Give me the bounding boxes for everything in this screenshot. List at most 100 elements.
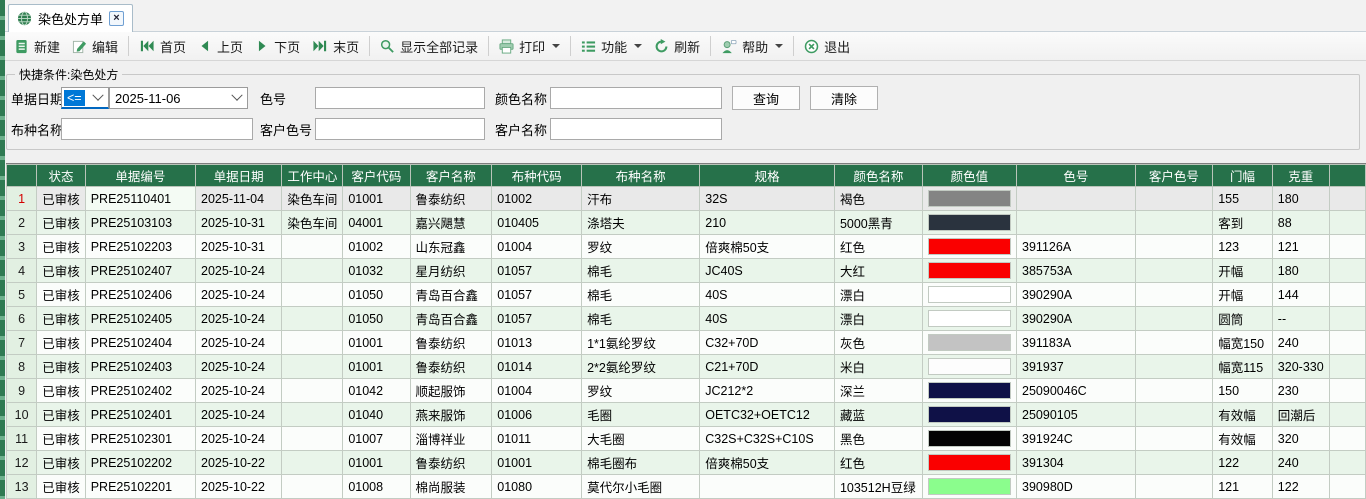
cell-spec[interactable]: 32S [699, 186, 835, 211]
cell-date[interactable]: 2025-10-24 [195, 282, 283, 307]
cell-color_no[interactable]: 385753A [1016, 258, 1136, 283]
column-header[interactable]: 状态 [36, 164, 86, 187]
cell-color_name[interactable]: 大红 [833, 258, 923, 283]
cell-fabric_code[interactable]: 01001 [491, 450, 583, 475]
cell-doc_no[interactable]: PRE25102301 [84, 426, 197, 451]
cell-cust_color_no[interactable] [1134, 258, 1214, 283]
table-row[interactable]: 1 已审核 PRE25110401 2025-11-04 染色车间 01001 鲁泰纺织 01… [6, 186, 1366, 211]
cell-fabric_code[interactable]: 01006 [491, 402, 583, 427]
cell-doc_no[interactable]: PRE25102202 [84, 450, 197, 475]
cell-cust_color_no[interactable] [1134, 282, 1214, 307]
cell-spec[interactable]: 40S [699, 282, 835, 307]
clear-button[interactable]: 清除 [810, 86, 878, 110]
cell-date[interactable]: 2025-10-22 [195, 474, 283, 499]
cell-color_no[interactable]: 391183A [1016, 330, 1136, 355]
column-header[interactable] [1328, 164, 1366, 187]
cell-status[interactable]: 已审核 [36, 330, 86, 355]
cell-fabric_name[interactable]: 棉毛 [581, 258, 701, 283]
table-row[interactable]: 5 已审核 PRE25102406 2025-10-24 01050 青岛百合鑫 01057… [6, 282, 1366, 307]
cell-color_name[interactable]: 103512H豆绿 [833, 474, 923, 499]
cell-fabric_name[interactable]: 汗布 [581, 186, 701, 211]
cell-weight[interactable]: 240 [1271, 330, 1330, 355]
cell-fabric_code[interactable]: 01057 [491, 258, 583, 283]
cell-color_name[interactable]: 深兰 [833, 378, 923, 403]
cell-work_center[interactable]: 染色车间 [281, 210, 344, 235]
cell-fabric_name[interactable]: 罗纹 [581, 378, 701, 403]
cell-work_center[interactable] [281, 402, 344, 427]
new-button[interactable]: 新建 [8, 34, 66, 59]
color-swatch-cell[interactable] [921, 474, 1018, 499]
cell-cust_name[interactable]: 淄博祥业 [409, 426, 493, 451]
cell-width[interactable]: 123 [1212, 234, 1273, 259]
functions-button[interactable]: 功能 [575, 34, 648, 59]
cell-doc_no[interactable]: PRE25102401 [84, 402, 197, 427]
cell-date[interactable]: 2025-10-24 [195, 402, 283, 427]
row-number[interactable]: 8 [6, 354, 38, 379]
cell-date[interactable]: 2025-10-24 [195, 426, 283, 451]
table-row[interactable]: 12 已审核 PRE25102202 2025-10-22 01001 鲁泰纺织 01001… [6, 450, 1366, 475]
cell-color_name[interactable]: 灰色 [833, 330, 923, 355]
cell-width[interactable]: 122 [1212, 450, 1273, 475]
cell-spec[interactable]: 倍爽棉50支 [699, 450, 835, 475]
cell-cust_name[interactable]: 鲁泰纺织 [409, 330, 493, 355]
cell-fabric_name[interactable]: 涤塔夫 [581, 210, 701, 235]
cell-status[interactable]: 已审核 [36, 426, 86, 451]
cell-color_no[interactable]: 390980D [1016, 474, 1136, 499]
cell-cust_code[interactable]: 01001 [342, 330, 411, 355]
cell-cust_code[interactable]: 01007 [342, 426, 411, 451]
color-swatch-cell[interactable] [921, 258, 1018, 283]
table-row[interactable]: 9 已审核 PRE25102402 2025-10-24 01042 顺起服饰 01004 罗… [6, 378, 1366, 403]
cell-status[interactable]: 已审核 [36, 378, 86, 403]
column-header[interactable]: 颜色名称 [833, 164, 923, 187]
color-swatch-cell[interactable] [921, 306, 1018, 331]
tab-dye-prescription[interactable]: 染色处方单 × [8, 4, 134, 32]
cell-cust_name[interactable]: 山东冠鑫 [409, 234, 493, 259]
column-header[interactable]: 单据编号 [84, 164, 197, 187]
cell-weight[interactable]: 122 [1271, 474, 1330, 499]
cell-color_no[interactable]: 390290A [1016, 306, 1136, 331]
column-header[interactable]: 客户名称 [409, 164, 493, 187]
cell-weight[interactable]: 88 [1271, 210, 1330, 235]
prev-page-button[interactable]: 上页 [192, 34, 249, 59]
tab-close-icon[interactable]: × [109, 11, 125, 26]
cell-color_name[interactable]: 红色 [833, 234, 923, 259]
cell-fabric_code[interactable]: 01004 [491, 234, 583, 259]
cell-date[interactable]: 2025-10-24 [195, 330, 283, 355]
cell-cust_color_no[interactable] [1134, 186, 1214, 211]
cell-cust_name[interactable]: 鲁泰纺织 [409, 450, 493, 475]
cell-color_name[interactable]: 漂白 [833, 282, 923, 307]
cell-cust_name[interactable]: 棉尚服装 [409, 474, 493, 499]
cust-color-no-input[interactable] [315, 118, 485, 140]
cell-cust_code[interactable]: 01008 [342, 474, 411, 499]
cell-cust_color_no[interactable] [1134, 378, 1214, 403]
color-swatch-cell[interactable] [921, 426, 1018, 451]
cell-cust_code[interactable]: 01032 [342, 258, 411, 283]
cell-weight[interactable]: 回潮后 [1271, 402, 1330, 427]
cell-fabric_name[interactable]: 大毛圈 [581, 426, 701, 451]
refresh-button[interactable]: 刷新 [648, 34, 706, 59]
row-number[interactable]: 4 [6, 258, 38, 283]
help-button[interactable]: 帮助 [715, 34, 789, 59]
cell-work_center[interactable] [281, 306, 344, 331]
table-row[interactable]: 2 已审核 PRE25103103 2025-10-31 染色车间 04001 嘉兴飓慧 01… [6, 210, 1366, 235]
cell-weight[interactable]: 121 [1271, 234, 1330, 259]
cell-cust_name[interactable]: 燕来服饰 [409, 402, 493, 427]
cell-cust_code[interactable]: 01001 [342, 354, 411, 379]
cell-weight[interactable]: -- [1271, 306, 1330, 331]
cell-cust_name[interactable]: 青岛百合鑫 [409, 306, 493, 331]
column-header[interactable]: 颜色值 [921, 164, 1018, 187]
cell-width[interactable]: 有效幅 [1212, 402, 1273, 427]
column-header[interactable]: 规格 [699, 164, 835, 187]
table-row[interactable]: 3 已审核 PRE25102203 2025-10-31 01002 山东冠鑫 01004 罗… [6, 234, 1366, 259]
cell-doc_no[interactable]: PRE25103103 [84, 210, 197, 235]
color-swatch-cell[interactable] [921, 186, 1018, 211]
cell-color_no[interactable] [1016, 186, 1136, 211]
cell-doc_no[interactable]: PRE25102201 [84, 474, 197, 499]
edit-button[interactable]: 编辑 [66, 34, 124, 59]
cell-spec[interactable]: 倍爽棉50支 [699, 234, 835, 259]
cell-width[interactable]: 155 [1212, 186, 1273, 211]
color-swatch-cell[interactable] [921, 450, 1018, 475]
cell-fabric_code[interactable]: 01011 [491, 426, 583, 451]
column-header[interactable]: 客户代码 [342, 164, 411, 187]
cell-cust_name[interactable]: 顺起服饰 [409, 378, 493, 403]
